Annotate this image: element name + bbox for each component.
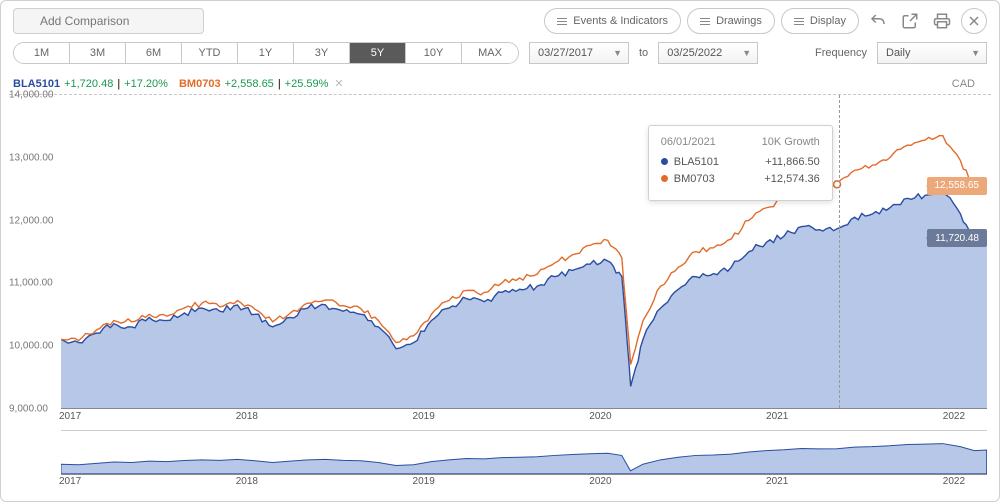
tooltip-r1-value: +11,866.50 — [765, 156, 820, 168]
x-tick-label: 2020 — [589, 411, 611, 422]
range-6m-button[interactable]: 6M — [126, 43, 182, 63]
display-button[interactable]: Display — [781, 8, 859, 34]
y-tick-label: 14,000.00 — [9, 90, 54, 101]
y-tick-label: 12,000.00 — [9, 215, 54, 226]
range-1y-button[interactable]: 1Y — [238, 43, 294, 63]
y-tick-label: 10,000.00 — [9, 341, 54, 352]
tooltip-dot-1 — [661, 158, 668, 165]
flag1-value: 11,720.48 — [935, 233, 979, 244]
frequency-picker[interactable]: Daily ▼ — [877, 42, 987, 64]
range-1m-button[interactable]: 1M — [14, 43, 70, 63]
drawings-button[interactable]: Drawings — [687, 8, 775, 34]
remove-comparison-button[interactable]: ✕ — [334, 77, 343, 90]
undo-button[interactable] — [865, 8, 891, 34]
tooltip-date: 06/01/2021 — [661, 136, 716, 148]
add-comparison-input[interactable] — [13, 8, 204, 34]
y-tick-label: 9,000.00 — [9, 404, 48, 415]
controls-row: 1M3M6MYTD1Y3Y5Y10YMAX 03/27/2017 ▼ to 03… — [1, 41, 999, 73]
comparison-input-wrap — [13, 8, 273, 34]
value-flag-series1: 11,720.48 — [927, 229, 987, 247]
legend: BLA5101 +1,720.48 | +17.20% BM0703 +2,55… — [1, 73, 999, 90]
range-10y-button[interactable]: 10Y — [406, 43, 462, 63]
date-from-value: 03/27/2017 — [538, 47, 593, 59]
currency-label: CAD — [952, 78, 987, 90]
range-selector: 1M3M6MYTD1Y3Y5Y10YMAX — [13, 42, 519, 64]
legend-sym1-pct: +17.20% — [124, 78, 168, 90]
legend-sym2-change: +2,558.65 — [225, 78, 274, 90]
display-label: Display — [810, 15, 846, 27]
range-3y-button[interactable]: 3Y — [294, 43, 350, 63]
legend-symbol-2: BM0703 — [179, 78, 221, 90]
tooltip-r2-value: +12,574.36 — [764, 173, 819, 185]
range-ytd-button[interactable]: YTD — [182, 43, 238, 63]
navigator-svg — [61, 430, 987, 474]
x-tick-label: 2018 — [236, 411, 258, 422]
tooltip-r2-label: BM0703 — [674, 173, 715, 185]
range-3m-button[interactable]: 3M — [70, 43, 126, 63]
chevron-down-icon: ▼ — [971, 48, 980, 58]
date-from-picker[interactable]: 03/27/2017 ▼ — [529, 42, 629, 64]
nav-x-tick-label: 2017 — [59, 476, 81, 487]
export-button[interactable] — [897, 8, 923, 34]
date-to-label: to — [639, 47, 648, 59]
x-tick-label: 2021 — [766, 411, 788, 422]
nav-x-tick-label: 2018 — [236, 476, 258, 487]
drawings-label: Drawings — [716, 15, 762, 27]
x-tick-label: 2022 — [943, 411, 965, 422]
events-indicators-label: Events & Indicators — [573, 15, 668, 27]
list-icon — [700, 18, 710, 25]
x-tick-label: 2017 — [59, 411, 81, 422]
y-tick-label: 13,000.00 — [9, 152, 54, 163]
legend-sym2-pct: +25.59% — [285, 78, 329, 90]
chevron-down-icon: ▼ — [613, 48, 622, 58]
undo-icon — [869, 12, 887, 30]
hover-tooltip: 06/01/2021 10K Growth BLA5101 +11,866.50… — [648, 125, 833, 201]
range-5y-button[interactable]: 5Y — [350, 43, 406, 63]
export-icon — [901, 12, 919, 30]
date-to-value: 03/25/2022 — [667, 47, 722, 59]
navigator-x-axis: 2017 2018 2019 2020 2021 2022 — [61, 474, 987, 488]
value-flag-series2: 12,558.65 — [927, 177, 988, 195]
top-toolbar: Events & Indicators Drawings Display — [1, 1, 999, 41]
frequency-label: Frequency — [815, 47, 867, 59]
tooltip-r1-label: BLA5101 — [674, 156, 719, 168]
print-icon — [933, 12, 951, 30]
legend-symbol-1: BLA5101 — [13, 78, 60, 90]
nav-x-tick-label: 2019 — [413, 476, 435, 487]
nav-x-tick-label: 2021 — [766, 476, 788, 487]
x-axis: 2017 2018 2019 2020 2021 2022 — [61, 408, 987, 424]
events-indicators-button[interactable]: Events & Indicators — [544, 8, 681, 34]
nav-x-tick-label: 2020 — [589, 476, 611, 487]
y-tick-label: 11,000.00 — [9, 278, 53, 289]
range-max-button[interactable]: MAX — [462, 43, 518, 63]
list-icon — [794, 18, 804, 25]
close-icon — [968, 15, 980, 27]
navigator[interactable]: 2017 2018 2019 2020 2021 2022 — [9, 430, 991, 488]
tooltip-title: 10K Growth — [762, 136, 820, 148]
flag2-value: 12,558.65 — [935, 180, 980, 191]
chevron-down-icon: ▼ — [742, 48, 751, 58]
close-button[interactable] — [961, 8, 987, 34]
hover-crosshair — [839, 95, 840, 408]
date-to-picker[interactable]: 03/25/2022 ▼ — [658, 42, 758, 64]
x-tick-label: 2019 — [413, 411, 435, 422]
print-button[interactable] — [929, 8, 955, 34]
chart-svg — [61, 95, 987, 408]
tooltip-dot-2 — [661, 175, 668, 182]
frequency-value: Daily — [886, 47, 910, 59]
main-chart[interactable]: 14,000.0013,000.0012,000.0011,000.0010,0… — [9, 94, 991, 424]
legend-sym1-change: +1,720.48 — [64, 78, 113, 90]
nav-x-tick-label: 2022 — [943, 476, 965, 487]
list-icon — [557, 18, 567, 25]
